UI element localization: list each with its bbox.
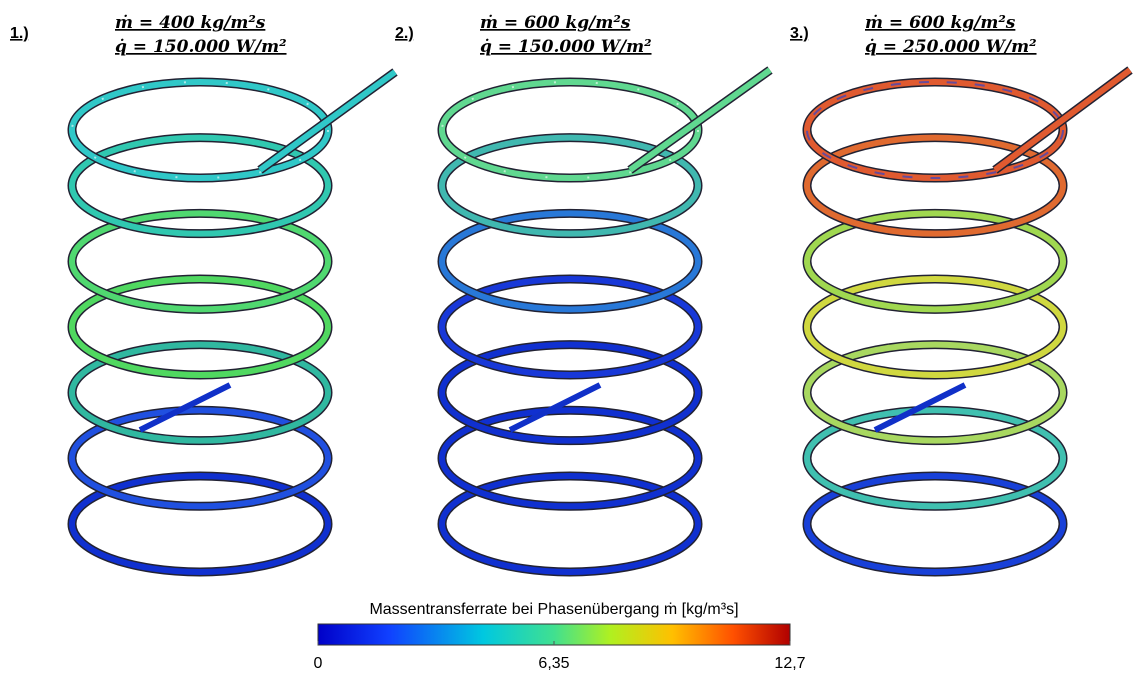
colorbar-tick-label: 6,35 bbox=[538, 655, 569, 672]
colorbar-tick-label: 0 bbox=[314, 655, 323, 672]
figure: 1.) ṁ = 400 kg/m²s q̇ = 150.000 W/m² 2.) ṁ =… bbox=[0, 0, 1135, 675]
inlet-pipe bbox=[995, 70, 1130, 170]
inlet-pipe bbox=[630, 70, 770, 170]
coil-ring bbox=[442, 213, 698, 309]
panel-label: 2.) bbox=[395, 25, 414, 42]
colorbar-title: Massentransferrate bei Phasenübergang ṁ … bbox=[369, 601, 738, 618]
inlet-pipe bbox=[260, 72, 395, 170]
coil-ring bbox=[442, 82, 698, 178]
coil-ring bbox=[72, 82, 328, 178]
heat-flux: q̇ = 150.000 W/m² bbox=[480, 37, 652, 57]
panel-label: 1.) bbox=[10, 25, 29, 42]
texts: 1.) ṁ = 400 kg/m²s q̇ = 150.000 W/m² 2.) ṁ =… bbox=[10, 13, 1037, 57]
mass-flux: ṁ = 600 kg/m²s bbox=[480, 13, 631, 33]
mass-flux: ṁ = 400 kg/m²s bbox=[115, 13, 266, 33]
heat-flux: q̇ = 150.000 W/m² bbox=[115, 37, 287, 57]
coils bbox=[72, 70, 1130, 572]
panel-label: 3.) bbox=[790, 25, 809, 42]
page: 1.) ṁ = 400 kg/m²s q̇ = 150.000 W/m² 2.) ṁ =… bbox=[0, 0, 1135, 675]
coil-ring bbox=[72, 213, 328, 309]
colorbar-tick-label: 12,7 bbox=[774, 655, 805, 672]
mass-flux: ṁ = 600 kg/m²s bbox=[865, 13, 1016, 33]
heat-flux: q̇ = 250.000 W/m² bbox=[865, 37, 1037, 57]
coil-ring bbox=[807, 213, 1063, 309]
